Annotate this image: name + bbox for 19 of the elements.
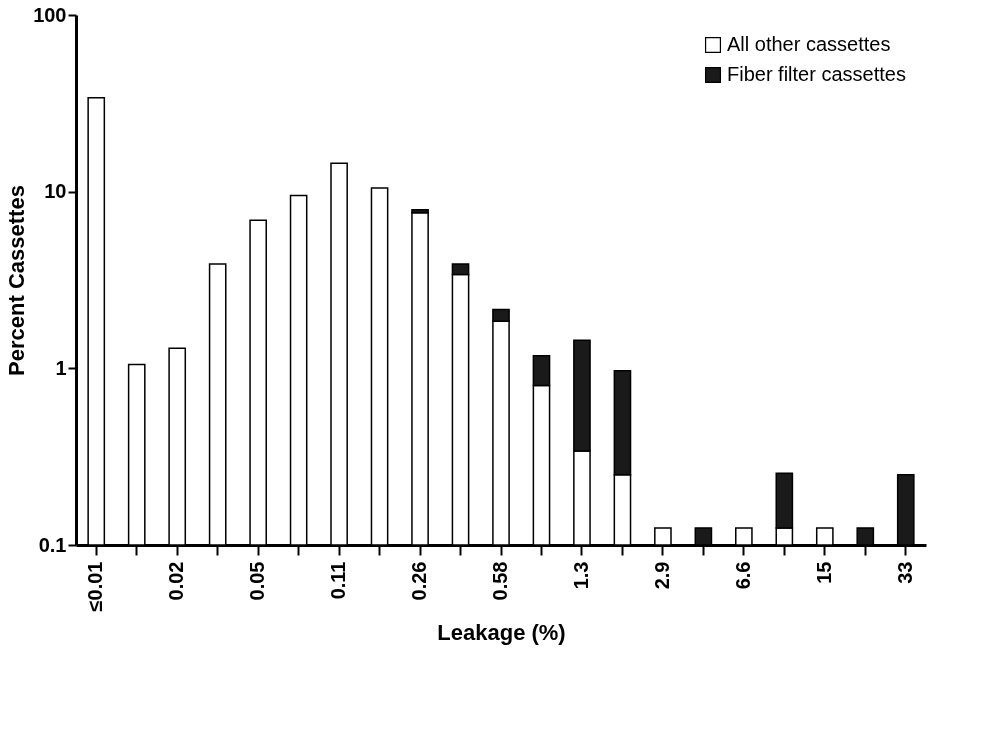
x-tick-label: 2.9 [650,561,673,590]
y-tick-label: 0.1 [38,533,67,556]
y-tick-label: 1 [55,356,67,379]
x-tick-label: ≤0.01 [84,561,107,612]
legend-label: Fiber filter cassettes [727,63,906,85]
x-tick-label: 0.58 [489,561,511,601]
x-tick-label: 33 [893,561,916,584]
y-axis-title: Percent Cassettes [4,185,30,376]
legend-label: All other cassettes [727,33,891,55]
y-tick-label: 10 [44,180,67,203]
x-tick-label: 0.05 [246,561,269,601]
x-tick-label: 0.26 [408,561,431,601]
y-tick-label: 100 [33,3,67,26]
x-tick-label: 6.6 [731,561,754,590]
x-tick-label: 0.02 [165,561,188,601]
x-axis-title: Leakage (%) [437,620,566,646]
x-tick-label: 15 [812,561,835,584]
x-tick-label: 1.3 [569,561,592,590]
x-tick-label: 0.11 [327,561,350,600]
